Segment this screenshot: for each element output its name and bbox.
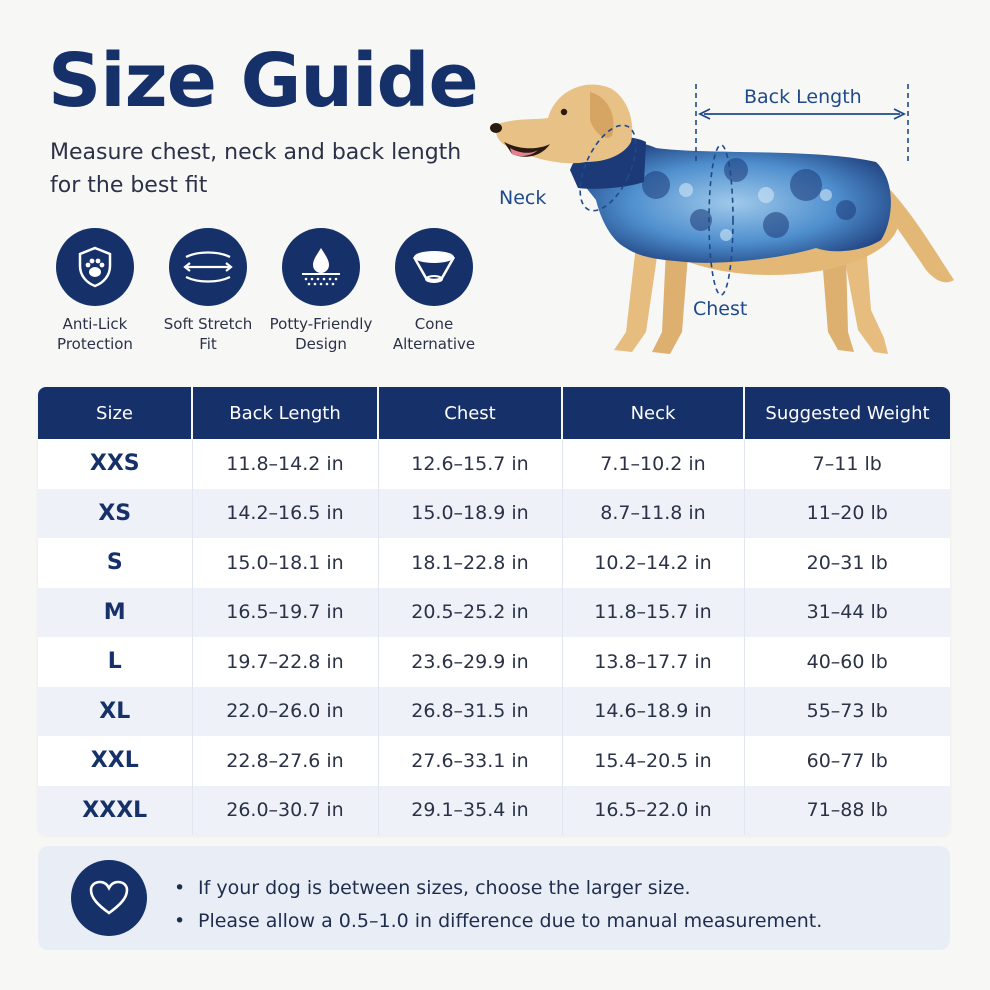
back-length-cell: 22.8–27.6 in — [192, 736, 379, 786]
table-row: XXXL 26.0–30.7 in 29.1–35.4 in 16.5–22.0… — [38, 785, 950, 835]
weight-cell: 55–73 lb — [744, 686, 950, 736]
feature-cone-alternative: Cone Alternative — [379, 228, 489, 354]
neck-cell: 7.1–10.2 in — [562, 439, 745, 489]
table-row: XL 22.0–26.0 in 26.8–31.5 in 14.6–18.9 i… — [38, 686, 950, 736]
chest-label: Chest — [693, 298, 748, 320]
back-length-cell: 11.8–14.2 in — [192, 439, 379, 489]
page-title: Size Guide — [48, 38, 479, 124]
neck-cell: 13.8–17.7 in — [562, 637, 745, 687]
chest-cell: 29.1–35.4 in — [378, 785, 563, 835]
feature-label: Soft Stretch Fit — [163, 315, 253, 353]
feature-label: Cone Alternative — [392, 315, 476, 353]
chest-cell: 15.0–18.9 in — [378, 488, 563, 538]
page-subtitle: Measure chest, neck and back length for … — [50, 140, 462, 198]
feature-anti-lick: Anti-Lick Protection — [40, 228, 150, 354]
header-chest: Chest — [378, 387, 563, 439]
size-cell: XXS — [38, 439, 193, 489]
back-length-label: Back Length — [744, 86, 862, 108]
size-cell: L — [38, 637, 193, 687]
notes-list: If your dog is between sizes, choose the… — [174, 872, 822, 938]
table-row: XXS 11.8–14.2 in 12.6–15.7 in 7.1–10.2 i… — [38, 439, 950, 489]
size-cell: XXXL — [38, 785, 193, 835]
chest-cell: 26.8–31.5 in — [378, 686, 563, 736]
paw-shield-icon — [56, 228, 134, 306]
weight-cell: 60–77 lb — [806, 749, 888, 772]
heart-icon — [71, 860, 147, 936]
feature-label: Potty-Friendly Design — [269, 315, 373, 353]
neck-cell: 10.2–14.2 in — [562, 538, 745, 588]
note-item: If your dog is between sizes, choose the… — [174, 872, 822, 905]
feature-label: Anti-Lick Protection — [57, 315, 133, 353]
size-cell: XXL — [38, 736, 193, 786]
stretch-arrows-icon — [169, 228, 247, 306]
cone-icon — [395, 228, 473, 306]
back-length-cell: 26.0–30.7 in — [192, 785, 379, 835]
table-row: XXL 22.8–27.6 in 27.6–33.1 in 15.4–20.5 … — [38, 736, 950, 786]
note-item: Please allow a 0.5–1.0 in difference due… — [174, 905, 822, 938]
weight-cell: 7–11 lb — [812, 452, 882, 475]
weight-cell: 71–88 lb — [744, 785, 950, 835]
notes-panel: If your dog is between sizes, choose the… — [38, 846, 950, 950]
back-length-cell: 16.5–19.7 in — [192, 587, 379, 637]
table-row: M 16.5–19.7 in 20.5–25.2 in 11.8–15.7 in… — [38, 587, 950, 637]
weight-cell: 11–20 lb — [744, 488, 950, 538]
header-size: Size — [38, 387, 193, 439]
back-length-cell: 14.2–16.5 in — [192, 488, 379, 538]
dog-illustration — [490, 84, 954, 354]
size-cell: XL — [38, 686, 193, 736]
weight-cell: 40–60 lb — [806, 650, 888, 673]
chest-cell: 20.5–25.2 in — [378, 587, 563, 637]
size-cell: XS — [38, 488, 193, 538]
droplet-icon — [282, 228, 360, 306]
chest-cell: 12.6–15.7 in — [378, 439, 563, 489]
neck-cell: 8.7–11.8 in — [562, 488, 745, 538]
weight-cell: 31–44 lb — [744, 587, 950, 637]
table-header-row: Size Back Length Chest Neck Suggested We… — [38, 387, 950, 439]
header-neck: Neck — [562, 387, 745, 439]
header-suggested-weight: Suggested Weight — [744, 387, 950, 439]
back-length-cell: 15.0–18.1 in — [192, 538, 379, 588]
weight-cell: 20–31 lb — [806, 551, 888, 574]
neck-label: Neck — [499, 187, 547, 209]
neck-cell: 14.6–18.9 in — [562, 686, 745, 736]
table-row: S 15.0–18.1 in 18.1–22.8 in 10.2–14.2 in… — [38, 538, 950, 588]
neck-cell: 15.4–20.5 in — [562, 736, 745, 786]
table-row: L 19.7–22.8 in 23.6–29.9 in 13.8–17.7 in… — [38, 637, 950, 687]
size-chart-table: Size Back Length Chest Neck Suggested We… — [38, 387, 950, 835]
neck-cell: 11.8–15.7 in — [562, 587, 745, 637]
feature-soft-stretch: Soft Stretch Fit — [153, 228, 263, 354]
dog-measurement-diagram: Back Length Neck Chest — [486, 70, 966, 380]
back-length-cell: 22.0–26.0 in — [192, 686, 379, 736]
back-length-cell: 19.7–22.8 in — [192, 637, 379, 687]
chest-cell: 27.6–33.1 in — [378, 736, 563, 786]
feature-potty-friendly: Potty-Friendly Design — [266, 228, 376, 354]
size-cell: S — [38, 538, 193, 588]
neck-cell: 16.5–22.0 in — [562, 785, 745, 835]
chest-cell: 18.1–22.8 in — [378, 538, 563, 588]
header-back-length: Back Length — [192, 387, 379, 439]
size-cell: M — [38, 587, 193, 637]
chest-cell: 23.6–29.9 in — [378, 637, 563, 687]
feature-list: Anti-Lick Protection Soft Stretch Fit — [40, 228, 490, 358]
table-row: XS 14.2–16.5 in 15.0–18.9 in 8.7–11.8 in… — [38, 488, 950, 538]
